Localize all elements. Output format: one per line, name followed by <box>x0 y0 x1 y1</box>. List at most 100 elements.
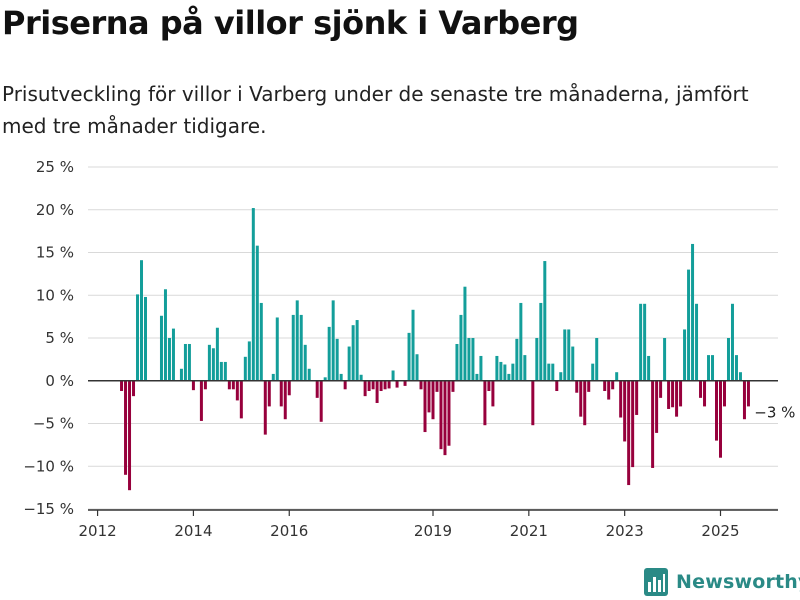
bar <box>746 380 750 407</box>
x-tick-label: 2025 <box>701 522 739 540</box>
brand-logo: Newsworthy <box>644 568 800 596</box>
bar <box>483 380 487 426</box>
bar <box>659 380 663 398</box>
bar <box>291 314 295 381</box>
bar <box>722 380 726 407</box>
bar <box>459 314 463 381</box>
bar <box>136 294 140 381</box>
bar <box>738 372 742 381</box>
bar <box>671 380 675 408</box>
bar <box>351 325 355 381</box>
bar <box>475 373 479 381</box>
bar <box>463 286 467 381</box>
bar <box>503 364 507 381</box>
bar <box>603 380 607 392</box>
bar <box>479 355 483 381</box>
bar <box>703 380 707 407</box>
y-tick-label: 15 % <box>36 244 74 262</box>
bar <box>719 380 722 458</box>
chart-subtitle: Prisutveckling för villor i Varberg unde… <box>2 82 749 138</box>
bar <box>695 303 699 381</box>
bar <box>251 208 255 381</box>
bar <box>627 380 631 486</box>
bar <box>140 260 144 381</box>
bar <box>275 317 279 381</box>
bar <box>575 380 579 393</box>
bar <box>691 243 695 381</box>
bar <box>579 380 583 417</box>
bar <box>687 269 691 381</box>
bar <box>615 372 619 381</box>
bar <box>371 380 375 390</box>
bar <box>699 380 703 398</box>
bar <box>295 300 299 381</box>
bar <box>427 380 431 413</box>
bar <box>643 303 647 381</box>
bar <box>267 380 271 407</box>
bar <box>515 338 519 381</box>
y-tick-label: 20 % <box>36 201 74 219</box>
bar <box>423 380 427 433</box>
bar <box>239 380 243 419</box>
bar <box>495 355 499 381</box>
bar <box>187 343 191 381</box>
bar <box>443 380 447 456</box>
chart-title: Priserna på villor sjönk i Varberg <box>2 4 579 42</box>
bar <box>132 380 136 397</box>
bar <box>435 380 439 392</box>
bar <box>415 354 419 381</box>
bar <box>467 338 471 381</box>
bar <box>711 355 715 381</box>
bar <box>163 289 167 381</box>
bar <box>319 380 323 422</box>
bar <box>567 329 571 381</box>
bar <box>183 343 187 381</box>
bar <box>655 380 659 433</box>
bar <box>327 326 331 381</box>
bar <box>635 380 639 415</box>
bar <box>215 327 219 381</box>
x-tick-label: 2019 <box>414 522 452 540</box>
bar <box>455 343 459 381</box>
bar <box>243 356 247 381</box>
bar <box>535 338 539 381</box>
bar <box>519 302 523 381</box>
bar <box>191 380 195 391</box>
bar <box>179 368 183 381</box>
bar <box>707 355 711 381</box>
bar <box>623 380 627 442</box>
bar <box>323 377 327 381</box>
bar <box>211 348 215 381</box>
bar <box>403 380 407 386</box>
bar <box>271 373 275 381</box>
bar <box>128 380 132 491</box>
bar <box>571 346 575 381</box>
bar <box>387 380 391 389</box>
bar <box>307 368 311 381</box>
bar <box>611 380 615 390</box>
bar <box>675 380 679 417</box>
bar <box>742 380 746 420</box>
bar <box>667 380 671 409</box>
bar <box>283 380 287 420</box>
bar <box>619 380 623 418</box>
bar <box>159 315 163 381</box>
bar <box>651 380 655 468</box>
bar <box>227 380 231 390</box>
bar <box>487 380 491 392</box>
bar <box>347 346 351 381</box>
bar <box>715 380 719 441</box>
y-tick-label: −10 % <box>23 457 74 475</box>
bar <box>235 380 239 401</box>
newsworthy-chart-logo-icon <box>644 568 668 596</box>
bar <box>367 380 371 392</box>
bar <box>355 320 359 381</box>
bar <box>734 355 738 381</box>
bar <box>383 380 387 390</box>
bar <box>315 380 319 398</box>
bar <box>363 380 367 397</box>
bar <box>331 300 335 381</box>
bar <box>683 329 687 381</box>
bar <box>379 380 383 392</box>
x-tick-label: 2014 <box>174 522 212 540</box>
